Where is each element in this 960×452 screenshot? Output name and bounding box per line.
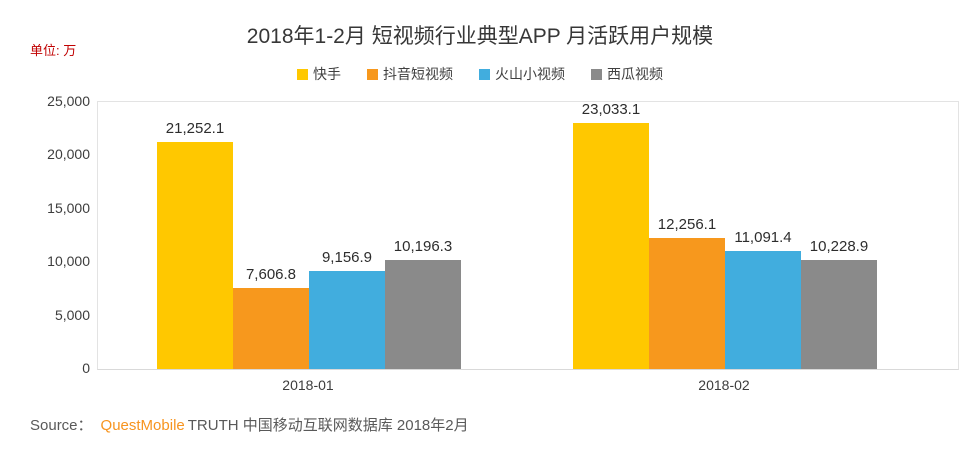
- bar-2018-02-火山小视频: 11,091.4: [725, 228, 801, 369]
- bar-2018-01-火山小视频: 9,156.9: [309, 249, 385, 369]
- legend-item-火山小视频: 火山小视频: [479, 64, 565, 84]
- y-tick-label-15,000: 15,000: [47, 199, 90, 216]
- legend-swatch-icon: [367, 68, 378, 80]
- y-tick-label-5,000: 5,000: [54, 306, 90, 323]
- source-rest: TRUTH 中国移动互联网数据库 2018年2月: [187, 417, 469, 434]
- source-brand: QuestMobile: [100, 417, 185, 434]
- unit-label: 单位: 万: [30, 43, 77, 58]
- bar-rect: [233, 287, 309, 369]
- source-prefix: Source：: [30, 417, 93, 434]
- bar-rect: [157, 142, 233, 369]
- legend-swatch-icon: [479, 68, 490, 80]
- bar-rect: [385, 260, 461, 369]
- bar-value-label: 12,256.1: [657, 216, 717, 234]
- bar-2018-02-抖音短视频: 12,256.1: [649, 216, 725, 369]
- source-line: Source： QuestMobile TRUTH 中国移动互联网数据库 2018年…: [30, 414, 469, 435]
- bar-rect: [801, 259, 877, 369]
- y-tick-label-25,000: 25,000: [47, 93, 90, 109]
- bar-value-label: 10,196.3: [393, 238, 453, 256]
- bar-2018-01-西瓜视频: 10,196.3: [385, 238, 461, 369]
- bar-rect: [725, 250, 801, 369]
- plot-area: 21,252.1 7,606.8 9,156.9 10,196.3 23,033.1 1…: [97, 101, 959, 370]
- bar-rect: [573, 123, 649, 369]
- legend-item-西瓜视频: 西瓜视频: [591, 64, 663, 84]
- bar-2018-02-快手: 23,033.1: [573, 101, 649, 369]
- bar-group-2018-02: 23,033.1 12,256.1 11,091.4 10,228.9: [573, 101, 877, 369]
- legend-item-快手: 快手: [297, 64, 341, 84]
- bar-group-2018-01: 21,252.1 7,606.8 9,156.9 10,196.3: [157, 120, 461, 369]
- bar-value-label: 23,033.1: [581, 101, 641, 118]
- legend-label: 快手: [313, 66, 341, 82]
- legend-swatch-icon: [591, 68, 602, 80]
- legend-label: 火山小视频: [495, 66, 565, 82]
- bar-value-label: 11,091.4: [734, 228, 792, 246]
- legend-label: 西瓜视频: [607, 66, 663, 82]
- x-axis-label-2018-01: 2018-01: [282, 377, 334, 393]
- bar-2018-02-西瓜视频: 10,228.9: [801, 238, 877, 369]
- bar-value-label: 10,228.9: [809, 237, 869, 255]
- bar-rect: [649, 238, 725, 369]
- y-axis: 0 5,000 10,000 15,000 20,000 25,000: [0, 94, 90, 375]
- bar-value-label: 21,252.1: [165, 120, 225, 137]
- x-axis-label-2018-02: 2018-02: [698, 377, 750, 393]
- legend: 快手 抖音短视频 火山小视频 西瓜视频: [0, 64, 960, 84]
- legend-item-抖音短视频: 抖音短视频: [367, 64, 453, 84]
- y-tick-label-0: 0: [82, 360, 90, 376]
- bar-2018-01-抖音短视频: 7,606.8: [233, 266, 309, 369]
- bar-value-label: 9,156.9: [321, 249, 373, 267]
- legend-label: 抖音短视频: [383, 66, 453, 82]
- bar-value-label: 7,606.8: [245, 265, 297, 283]
- chart-title: 2018年1-2月 短视频行业典型APP 月活跃用户规模: [246, 25, 714, 48]
- legend-swatch-icon: [297, 68, 308, 80]
- bar-rect: [309, 271, 385, 369]
- y-tick-label-20,000: 20,000: [47, 146, 90, 163]
- y-tick-label-10,000: 10,000: [47, 253, 90, 270]
- bar-2018-01-快手: 21,252.1: [157, 120, 233, 369]
